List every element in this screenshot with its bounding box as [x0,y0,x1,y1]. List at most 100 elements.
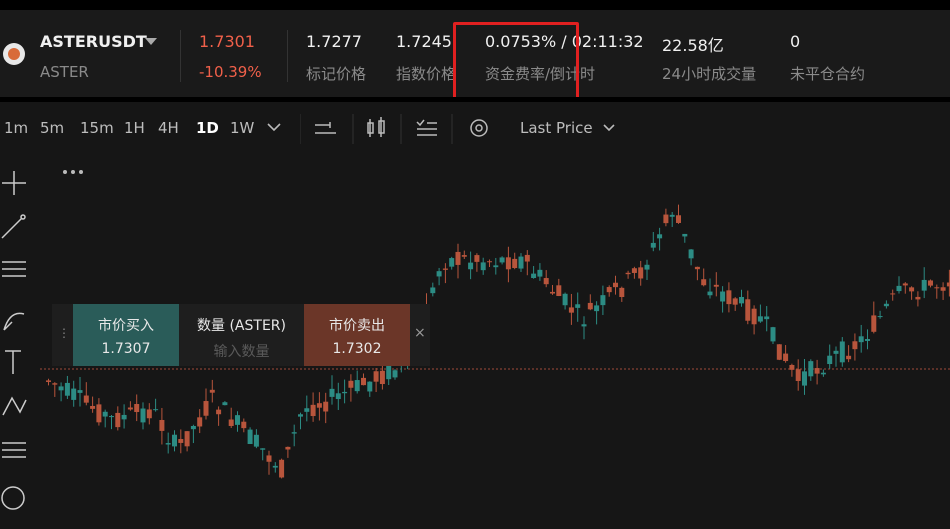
candle [518,256,524,269]
candle [676,215,681,223]
candle [487,261,492,263]
candle [235,415,240,425]
candle [694,266,700,270]
qty-placeholder: 输入数量 [213,344,270,360]
candle [783,353,789,362]
candle [222,402,228,406]
candle [587,302,593,310]
price-type-arrow[interactable] [603,124,615,132]
candle [102,411,108,417]
candle [802,371,807,386]
candle [455,251,461,265]
candle [64,382,70,396]
candle [247,429,253,444]
index-label: 指数价格 [396,65,457,83]
index-price: 1.7245 [396,32,452,51]
candle [436,271,442,277]
candle [701,279,707,286]
candle [354,380,360,392]
candle [751,308,757,325]
candle [121,414,127,420]
separator [0,97,950,102]
candle [260,448,266,450]
candle [707,291,713,296]
candle [575,304,581,308]
close-widget[interactable]: × [414,325,426,341]
more-arrow[interactable] [267,123,281,132]
candle [669,214,675,217]
candle [134,403,140,413]
candle [172,434,177,447]
candle [461,255,467,257]
interval-option[interactable]: 1W [230,119,255,137]
highlight-box [453,22,579,102]
candle [58,386,64,391]
candle [348,380,354,388]
candle [631,268,637,273]
interval-option[interactable]: 1m [4,119,29,137]
candle [915,296,921,300]
candle [329,388,335,397]
candle [165,443,171,445]
candle [197,417,203,427]
candle [285,446,291,450]
qty-field[interactable]: 数量 (ASTER) 输入数量 [179,304,304,366]
sell-button[interactable]: 市价卖出 1.7302 [304,304,410,366]
interval-option[interactable]: 4H [158,119,179,137]
mark-price: 1.7277 [306,32,362,51]
buy-button[interactable]: 市价买入 1.7307 [73,304,179,366]
symbol[interactable]: ASTERUSDT [40,32,147,51]
interval-option[interactable]: 1D [196,119,219,137]
candle [379,370,385,385]
sell-label: 市价卖出 [329,318,385,334]
candle [90,405,96,409]
candle [713,284,719,287]
mark-label: 标记价格 [306,65,367,83]
candle [650,242,656,248]
candle [688,249,694,259]
candle [827,355,833,365]
candle [600,295,606,306]
candle [524,254,530,262]
candle [190,425,196,430]
price-type[interactable]: Last Price [520,119,593,137]
toolbar-icons [300,114,488,144]
candle [858,336,864,343]
candle [745,299,751,321]
candle [46,380,51,382]
funding-label: 资金费率/倒计时 [485,65,596,83]
top-bar [0,0,950,10]
interval-option[interactable]: 15m [80,119,114,137]
candle [776,344,782,360]
candle [493,265,499,268]
candle [883,303,889,307]
candle [909,287,915,292]
candle [808,361,814,377]
candle [241,421,247,429]
candle [430,287,436,294]
interval-option[interactable]: 5m [40,119,65,137]
candle [789,364,795,370]
candle [657,234,663,239]
candle [764,316,770,320]
candle [537,269,543,277]
base-asset: ASTER [40,63,89,81]
candle [562,293,568,306]
candle [550,291,555,294]
candle [846,355,852,360]
candle [625,272,631,275]
candle [449,258,455,267]
candle [253,434,259,447]
dropdown-arrow[interactable] [145,38,157,46]
candle [946,282,950,287]
candle [531,273,537,279]
candle [83,395,89,403]
interval-option[interactable]: 1H [124,119,145,137]
volume: 22.58亿 [662,36,724,55]
candle [310,404,316,417]
candle [71,388,77,400]
candle [770,327,776,342]
candle [594,305,600,312]
candle [638,267,644,279]
